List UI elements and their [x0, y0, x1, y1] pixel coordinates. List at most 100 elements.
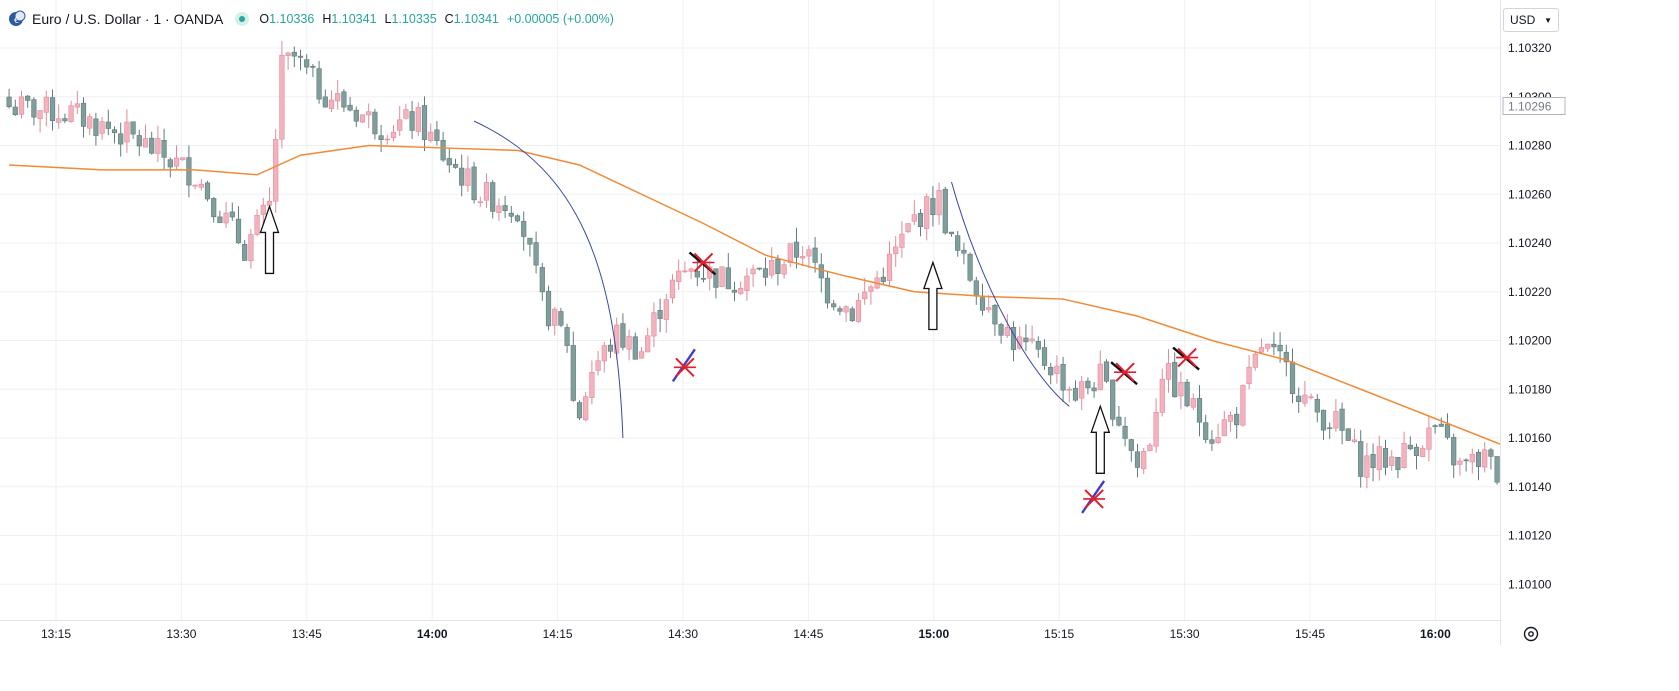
- candle-body: [1209, 439, 1215, 444]
- candle: [1345, 428, 1351, 441]
- ohlc-low: L1.10335: [384, 12, 437, 26]
- candle: [688, 267, 694, 280]
- candle-body: [1227, 415, 1234, 422]
- candle: [223, 202, 229, 228]
- chart-pane[interactable]: [0, 0, 1500, 620]
- candle-body: [570, 345, 576, 401]
- candle-body: [1134, 451, 1141, 468]
- candle-body: [533, 242, 539, 266]
- candle-body: [74, 103, 80, 108]
- candle: [1320, 409, 1327, 440]
- candle-body: [62, 118, 68, 122]
- candle-body: [1147, 444, 1153, 452]
- candle-body: [471, 166, 477, 201]
- candle-body: [769, 259, 775, 276]
- candle: [948, 231, 955, 237]
- euro-flag-icon[interactable]: €: [8, 10, 26, 28]
- candle: [521, 211, 527, 251]
- up-arrow-annotation: [1090, 404, 1111, 474]
- candle-body: [291, 51, 297, 57]
- candle-body: [409, 111, 415, 131]
- cross-annotation: [688, 251, 717, 276]
- candle: [669, 274, 676, 304]
- grid: [0, 0, 1500, 620]
- candle: [886, 241, 893, 286]
- price-tick-label: 1.10320: [1508, 41, 1552, 55]
- candle: [118, 122, 124, 157]
- time-axis[interactable]: 13:15 13:30 13:45 14:00 14:15 14:30 14:45 15:00…: [0, 620, 1500, 646]
- candle-body: [1407, 444, 1413, 450]
- candle: [409, 100, 415, 140]
- symbol-title[interactable]: Euro / U.S. Dollar · 1 · OANDA: [32, 11, 224, 27]
- candle: [1196, 385, 1203, 437]
- ohlc-high: H1.10341: [322, 12, 377, 26]
- price-tick-label: 1.10220: [1508, 285, 1552, 299]
- candle: [986, 294, 992, 313]
- candle-body: [589, 372, 595, 398]
- candle-body: [155, 138, 161, 154]
- price-chart[interactable]: [0, 0, 1500, 620]
- candle-body: [297, 55, 304, 58]
- candle-body: [917, 212, 924, 227]
- candle: [1004, 313, 1010, 339]
- candle: [1091, 381, 1097, 398]
- candle-body: [440, 140, 446, 161]
- candle-body: [1451, 437, 1457, 466]
- candle: [483, 173, 490, 209]
- candle-body: [1364, 455, 1370, 478]
- candle: [1110, 379, 1116, 427]
- candle-body: [1413, 446, 1420, 456]
- candle-body: [142, 138, 149, 148]
- candle-body: [979, 297, 986, 311]
- candle: [167, 157, 173, 178]
- candle: [198, 179, 204, 191]
- candle: [366, 103, 372, 129]
- candle-body: [1345, 428, 1351, 441]
- candle-body: [1320, 409, 1327, 431]
- price-axis[interactable]: 1.10320 1.10300 1.10280 1.10260 1.10240 1.102…: [1500, 0, 1569, 645]
- candle: [465, 156, 471, 192]
- candle-body: [341, 91, 347, 108]
- candle: [614, 317, 620, 360]
- candle: [564, 323, 570, 353]
- candle-body: [651, 312, 657, 337]
- candle-body: [694, 271, 700, 278]
- currency-label: USD: [1510, 13, 1536, 27]
- candle: [1128, 438, 1134, 462]
- candle-body: [310, 66, 316, 68]
- candle: [638, 347, 645, 359]
- candle: [1023, 324, 1029, 352]
- candle-body: [756, 267, 762, 270]
- ohlc-open: O1.10336: [259, 12, 315, 26]
- candle: [849, 306, 855, 323]
- candle: [738, 281, 744, 295]
- current-price-marker: [1502, 97, 1566, 115]
- candle: [508, 206, 514, 224]
- candle-body: [87, 116, 93, 129]
- candle-body: [1308, 396, 1314, 399]
- candle: [1066, 386, 1072, 403]
- candle-body: [124, 121, 130, 143]
- candle-body: [527, 237, 533, 245]
- candle-body: [1141, 451, 1147, 470]
- candle: [397, 105, 403, 136]
- candle: [942, 186, 948, 235]
- candle-body: [1339, 408, 1345, 431]
- candle-body: [1327, 427, 1333, 430]
- time-tick-label: 16:00: [1420, 627, 1451, 641]
- candle: [1060, 356, 1066, 402]
- candle-body: [1475, 451, 1482, 467]
- market-status-icon[interactable]: [235, 12, 250, 26]
- candle-body: [80, 102, 87, 127]
- candle-body: [372, 111, 378, 135]
- candle-body: [1017, 336, 1023, 349]
- candle: [762, 257, 769, 286]
- settings-icon[interactable]: [1522, 625, 1540, 643]
- currency-selector[interactable]: USD ▼: [1503, 8, 1559, 32]
- candle-body: [762, 268, 769, 278]
- price-tick-label: 1.10160: [1508, 431, 1552, 445]
- candle: [1147, 443, 1153, 452]
- candle-body: [1054, 365, 1060, 374]
- candle-body: [1432, 425, 1438, 427]
- candle-body: [1023, 337, 1029, 343]
